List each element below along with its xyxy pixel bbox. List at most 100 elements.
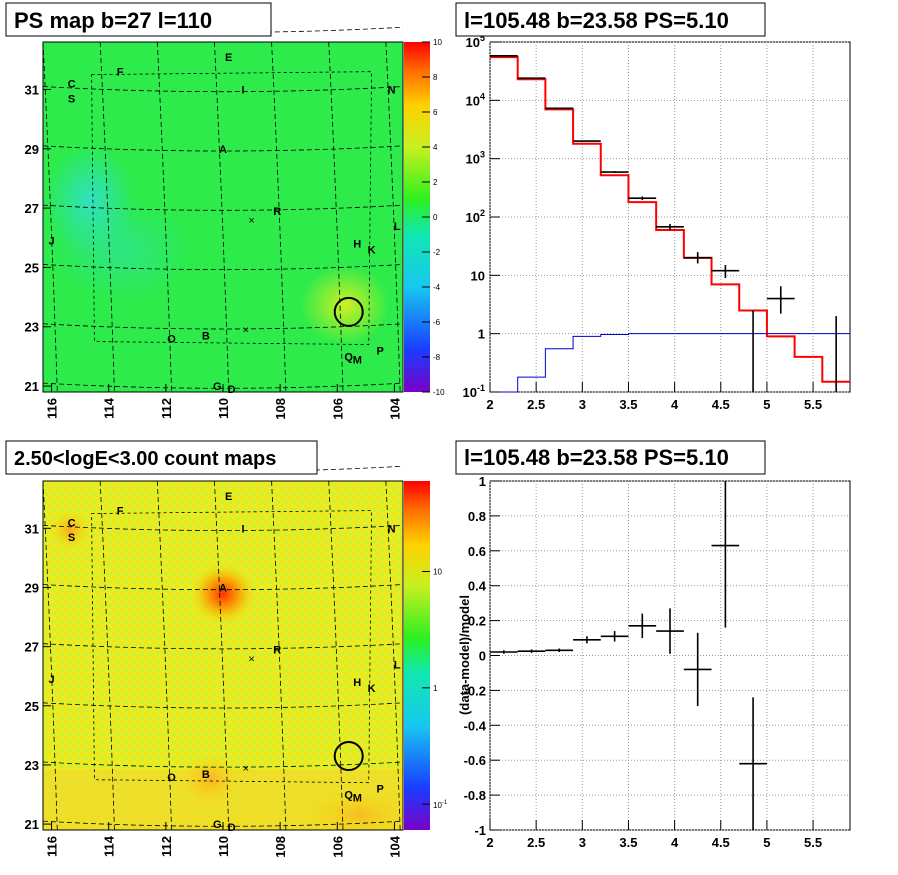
y-tick-label: 0.2 xyxy=(468,614,486,629)
x-tick-label: 110 xyxy=(216,836,231,857)
colorbar-tick-label: 10-1 xyxy=(433,800,448,810)
x-tick-label: 3.5 xyxy=(619,835,637,850)
background-line xyxy=(490,333,850,393)
y-tick-label: -0.8 xyxy=(464,788,486,803)
source-label-s: S xyxy=(68,93,75,105)
x-tick-label: 2 xyxy=(486,397,493,412)
source-label-g: G xyxy=(213,381,222,393)
grid-line-lon xyxy=(271,41,287,393)
source-label-e: E xyxy=(225,491,232,503)
colorbar-ticks: 10 8 6 4 2 0 -2 -4 -6 -8 -10 xyxy=(422,38,445,397)
data-point xyxy=(628,196,657,201)
residual-point xyxy=(711,481,740,628)
cross-marker: × xyxy=(248,215,254,227)
colorbar-tick-label: -4 xyxy=(433,283,441,292)
count-map-image xyxy=(43,481,403,830)
x-tick-label: 2.5 xyxy=(527,397,545,412)
data-point xyxy=(573,140,601,142)
data-point xyxy=(656,223,684,230)
y-tick-label: 10 xyxy=(471,268,485,283)
source-labels: E F I CS N A R J L H K O B Q M P G D xyxy=(49,52,401,396)
source-label-n: N xyxy=(388,523,396,535)
source-label-r: R xyxy=(273,645,281,657)
y-tick-label: 0.6 xyxy=(468,544,486,559)
x-tick-label: 114 xyxy=(102,835,117,857)
source-label-l: L xyxy=(394,221,401,233)
cross-marker: × xyxy=(243,763,249,775)
source-label-j: J xyxy=(49,236,55,248)
colorbar-tick-label: 2 xyxy=(433,178,438,187)
grid-line-lat xyxy=(42,145,404,152)
y-tick-label: -0.6 xyxy=(464,753,486,768)
title-box xyxy=(5,2,272,37)
roi-boundary xyxy=(91,510,372,784)
residual-point xyxy=(545,648,574,653)
x-tick-label: 2.5 xyxy=(527,835,545,850)
x-tick-label: 4 xyxy=(671,835,679,850)
x-tick-label: 5 xyxy=(763,835,770,850)
colorbar-tick-label: 0 xyxy=(433,213,438,222)
residual-panel: 2 2.5 3 3.5 4 4.5 5 5.5 1 0.8 0.6 0.4 0.2 0 -0.2 -0.4 -0… xyxy=(455,440,851,850)
map-axis-ticks: 116 114 112 110 108 106 104 31 29 27 25 23 21 xyxy=(25,82,403,419)
map-axis-ticks: 116 114 112 110 108 106 104 31 29 27 25 23 21 xyxy=(25,521,403,857)
y-tick-label: 27 xyxy=(25,640,39,655)
source-label-c: C xyxy=(68,79,76,91)
x-tick-label: 108 xyxy=(273,836,288,858)
x-tick-label: 112 xyxy=(159,398,174,419)
source-label-a: A xyxy=(219,144,227,156)
y-tick-label: -0.2 xyxy=(464,683,486,698)
x-tick-label: 4.5 xyxy=(712,835,730,850)
residual-point xyxy=(490,650,518,654)
source-label-q: Q xyxy=(344,351,353,363)
grid-line-lon xyxy=(214,41,230,393)
y-tick-label: 31 xyxy=(25,521,39,536)
source-label-j: J xyxy=(49,674,55,686)
source-label-m: M xyxy=(353,354,362,366)
x-tick-label: 106 xyxy=(330,398,345,420)
grid-line-lat xyxy=(42,204,404,211)
coordinate-grid: ×× xyxy=(42,465,404,831)
y-tick-label: 21 xyxy=(25,379,39,394)
x-tick-label: 104 xyxy=(387,835,402,857)
grid-line-lat xyxy=(42,264,404,271)
y-tick-label: 1 xyxy=(479,474,486,489)
title-box xyxy=(455,440,766,475)
y-tick-label: 23 xyxy=(25,320,39,335)
data-point xyxy=(490,55,518,57)
source-label-f: F xyxy=(117,67,124,79)
data-point xyxy=(517,77,546,79)
data-point xyxy=(683,252,712,264)
y-tick-label: 0.4 xyxy=(468,579,487,594)
axis-ticks: 2 2.5 3 3.5 4 4.5 5 5.5 1 0.8 0.6 0.4 0.2 0 -0.2 -0.4 -0… xyxy=(464,474,823,850)
target-circle xyxy=(333,741,364,772)
panel-title: PS map b=27 l=110 xyxy=(14,8,212,33)
y-tick-label: 21 xyxy=(25,817,39,832)
y-tick-label: 103 xyxy=(466,150,485,167)
y-tick-label: 29 xyxy=(25,580,39,595)
y-tick-label: 102 xyxy=(466,208,485,225)
source-label-o: O xyxy=(167,772,176,784)
x-tick-label: 3 xyxy=(579,397,586,412)
colorbar-tick-label: 10 xyxy=(433,568,442,577)
grid-line-lat xyxy=(42,643,404,650)
x-tick-label: 112 xyxy=(159,836,174,857)
title-box xyxy=(5,440,318,475)
panel-title: l=105.48 b=23.58 PS=5.10 xyxy=(464,445,729,470)
y-tick-label: 31 xyxy=(25,82,39,97)
grid-line-lat xyxy=(42,86,404,93)
colorbar-tick-label: -6 xyxy=(433,318,441,327)
panel-title: l=105.48 b=23.58 PS=5.10 xyxy=(464,8,729,33)
source-label-g: G xyxy=(213,819,222,831)
source-labels: E F I CS N A R J L H K O B Q M P G D xyxy=(49,491,401,834)
y-tick-label: 0 xyxy=(479,649,486,664)
grid-line-lon xyxy=(328,41,344,393)
y-tick-label: 25 xyxy=(25,260,39,275)
source-label-c: C xyxy=(68,517,76,529)
cross-marker: × xyxy=(248,653,254,665)
source-label-s: S xyxy=(68,532,75,544)
source-label-d: D xyxy=(228,822,236,834)
x-tick-label: 4 xyxy=(671,397,679,412)
grid-line-lon xyxy=(99,41,115,393)
x-tick-label: 2 xyxy=(486,835,493,850)
source-label-p: P xyxy=(376,784,383,796)
